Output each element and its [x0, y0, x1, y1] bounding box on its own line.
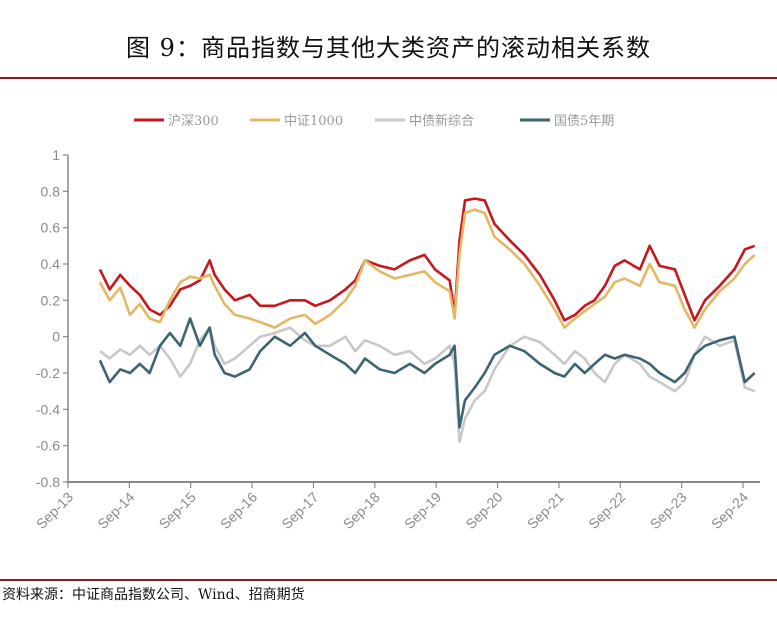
y-tick-label: -0.4	[36, 401, 60, 417]
correlation-chart: 沪深300 中证1000 中债新综合 国债5年期 1 0.8 0.6 0.4 0.2 0 -0.2…	[33, 113, 760, 532]
y-tick-label: 1	[52, 147, 60, 163]
x-tick-label: Sep-21	[524, 489, 567, 532]
x-tick-label: Sep-16	[217, 489, 260, 532]
source-rule	[0, 579, 777, 581]
source-note: 资料来源：中证商品指数公司、Wind、招商期货	[2, 587, 305, 603]
x-tick-label: Sep-19	[401, 489, 444, 532]
x-tick-label: Sep-15	[156, 489, 199, 532]
y-tick-label: 0	[52, 329, 60, 345]
legend-label: 中证1000	[284, 114, 343, 129]
series-line-2	[99, 326, 756, 444]
y-tick-label: 0.6	[41, 220, 61, 236]
legend-label: 中债新综合	[409, 113, 474, 129]
series-line-3	[98, 317, 756, 429]
series-line-0	[98, 197, 756, 322]
x-tick-label: Sep-14	[94, 489, 137, 532]
y-tick-label: 0.4	[41, 256, 61, 272]
series-line-1	[98, 208, 756, 329]
y-tick-label: -0.8	[36, 474, 60, 490]
figure-title: 图 9：商品指数与其他大类资产的滚动相关系数	[126, 34, 651, 62]
title-rule	[0, 77, 777, 79]
x-tick-label: Sep-13	[33, 489, 76, 532]
x-tick-label: Sep-24	[708, 489, 751, 532]
y-tick-label: -0.2	[36, 365, 60, 381]
x-tick-label: Sep-22	[585, 489, 628, 532]
legend-label: 沪深300	[168, 113, 219, 129]
y-tick-label: -0.6	[36, 438, 60, 454]
y-tick-label: 0.2	[41, 292, 61, 308]
y-tick-label: 0.8	[41, 183, 61, 199]
x-tick-label: Sep-20	[462, 489, 505, 532]
series-lines	[98, 197, 756, 444]
legend-label: 国债5年期	[554, 114, 614, 129]
x-tick-label: Sep-17	[278, 489, 321, 532]
x-tick-label: Sep-18	[340, 489, 383, 532]
legend: 沪深300 中证1000 中债新综合 国债5年期	[134, 113, 614, 129]
x-tick-label: Sep-23	[647, 489, 690, 532]
